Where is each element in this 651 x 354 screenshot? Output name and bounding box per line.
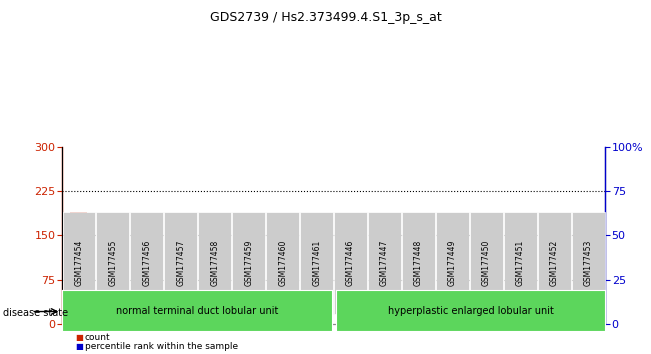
FancyBboxPatch shape [504,212,537,314]
Bar [512,318,529,324]
Point [176,238,186,244]
Bar [546,321,563,324]
Point [583,238,594,244]
Text: GSM177460: GSM177460 [278,240,287,286]
Point [346,250,356,256]
Bar [410,319,427,324]
Bar [308,247,325,324]
Text: GSM177455: GSM177455 [108,240,117,286]
FancyBboxPatch shape [402,212,435,314]
Text: GSM177459: GSM177459 [244,240,253,286]
Text: GSM177449: GSM177449 [448,240,457,286]
Point [243,233,254,238]
Text: GSM177456: GSM177456 [143,240,151,286]
Text: GSM177451: GSM177451 [516,240,525,286]
Point [311,247,322,252]
Bar [342,265,359,324]
FancyBboxPatch shape [335,212,367,314]
Text: GSM177450: GSM177450 [482,240,491,286]
Point [380,250,390,256]
FancyBboxPatch shape [470,212,503,314]
Point [74,233,84,238]
FancyBboxPatch shape [266,212,299,314]
FancyBboxPatch shape [62,212,95,314]
Bar [104,282,121,324]
Bar [70,212,87,324]
FancyBboxPatch shape [300,212,333,314]
Point [413,300,424,306]
Bar [240,247,257,324]
Text: GSM177453: GSM177453 [584,240,593,286]
Text: GDS2739 / Hs2.373499.4.S1_3p_s_at: GDS2739 / Hs2.373499.4.S1_3p_s_at [210,11,441,24]
Text: count: count [85,333,110,342]
FancyBboxPatch shape [96,212,129,314]
FancyBboxPatch shape [232,212,265,314]
Point [549,298,560,304]
Bar [580,235,597,324]
Bar [376,282,393,324]
Text: GSM177454: GSM177454 [74,240,83,286]
Bar [274,289,291,324]
Text: percentile rank within the sample: percentile rank within the sample [85,342,238,351]
FancyBboxPatch shape [165,212,197,314]
Point [107,268,118,274]
Point [516,295,526,300]
Bar [444,306,461,324]
Bar [478,303,495,324]
FancyBboxPatch shape [199,212,231,314]
Text: GSM177448: GSM177448 [414,240,423,286]
FancyBboxPatch shape [436,212,469,314]
Point [481,286,492,291]
Bar [173,256,189,324]
FancyBboxPatch shape [130,212,163,314]
Text: GSM177458: GSM177458 [210,240,219,286]
Bar [206,235,223,324]
Text: ■: ■ [75,333,83,342]
Text: normal terminal duct lobular unit: normal terminal duct lobular unit [116,306,278,316]
Point [141,316,152,321]
Text: GSM177457: GSM177457 [176,240,186,286]
FancyBboxPatch shape [572,212,605,314]
Text: GSM177461: GSM177461 [312,240,321,286]
Text: hyperplastic enlarged lobular unit: hyperplastic enlarged lobular unit [387,306,553,316]
Point [210,233,220,238]
Text: GSM177452: GSM177452 [550,240,559,286]
FancyBboxPatch shape [538,212,571,314]
Point [447,277,458,282]
Text: ■: ■ [75,342,83,351]
Text: GSM177447: GSM177447 [380,240,389,286]
Text: disease state: disease state [3,308,68,318]
FancyBboxPatch shape [368,212,401,314]
Text: GSM177446: GSM177446 [346,240,355,286]
Bar [138,319,156,324]
Point [277,273,288,279]
